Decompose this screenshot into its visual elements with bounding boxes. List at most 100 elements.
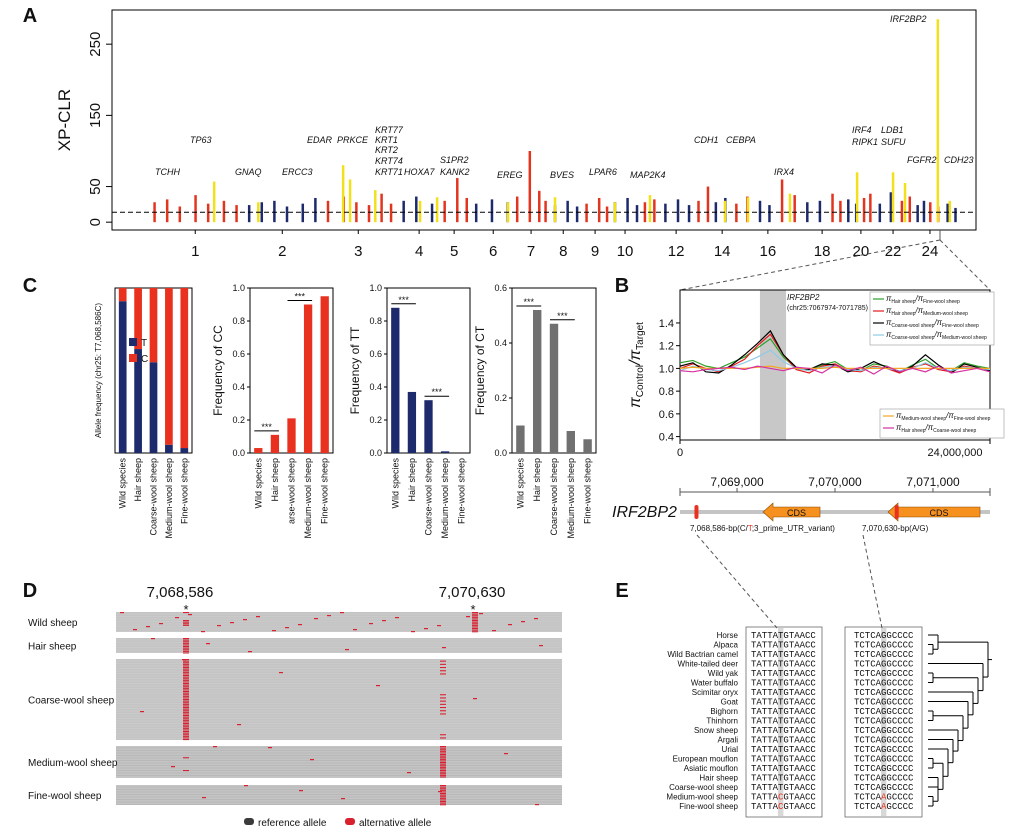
x-tick-label: 16 (760, 243, 777, 260)
alt-allele (310, 759, 314, 761)
alt-allele (183, 724, 189, 726)
panel-label: B (615, 275, 629, 297)
x-tick-label: 10 (617, 243, 634, 260)
alt-allele (539, 645, 543, 647)
cds-arrow (887, 502, 981, 522)
sequence-part: TCTCA (854, 669, 882, 679)
panel-label: E (615, 580, 628, 602)
sequence: TATTATGTAACC (751, 688, 816, 698)
alt-allele (183, 652, 189, 654)
sequence-part: TATTA (751, 717, 779, 727)
alt-allele (440, 776, 446, 778)
bar-segment (118, 301, 127, 453)
alt-allele (272, 630, 276, 632)
alt-allele (472, 624, 478, 626)
x-tick-label: 1 (191, 243, 199, 260)
alt-allele (183, 726, 189, 728)
alt-allele (183, 663, 189, 665)
variant-label: 7,068,586-bp(C/T;3_prime_UTR_variant) (690, 524, 835, 533)
alt-allele (183, 711, 189, 713)
variant-label: 7,070,630-bp(A/G) (862, 524, 929, 533)
sequence: TATTATGTAACC (751, 736, 816, 746)
species-label: European mouflon (673, 755, 738, 764)
bar-segment (165, 444, 173, 453)
sequence-part: G (881, 669, 886, 679)
sequence-part: T (778, 679, 784, 689)
sequence: TCTCAGGCCCC (854, 641, 914, 651)
gene-label: RIPK1 (852, 137, 878, 147)
alt-allele (440, 700, 446, 702)
bar-segment (165, 288, 173, 445)
alt-allele (183, 679, 189, 681)
alt-allele (183, 644, 189, 646)
legend-label-part: Coarse-wool sheep (933, 428, 976, 434)
sequence: TATTATGTAACC (751, 774, 816, 784)
alt-allele (341, 798, 345, 800)
significance-label: *** (398, 295, 409, 305)
sequence-part: GCCCC (886, 802, 914, 812)
alt-allele (440, 774, 446, 776)
legend-box (879, 408, 1005, 439)
alt-allele (440, 788, 446, 790)
alt-allele (183, 639, 189, 641)
sequence-part: T (778, 698, 784, 708)
legend-label: alternative allele (359, 818, 432, 829)
alt-allele (183, 710, 189, 712)
alt-allele (183, 678, 189, 680)
sequence-part: GTAACC (783, 698, 816, 708)
sequence-part: GCCCC (886, 793, 914, 803)
sequence-part: GTAACC (783, 688, 816, 698)
alt-allele (299, 790, 303, 792)
highlight-band (759, 290, 787, 440)
species-label: Argali (718, 736, 739, 745)
x-tick-label: Hair sheep (133, 458, 143, 502)
alt-allele (472, 612, 478, 614)
x-tick-label: 20 (853, 243, 870, 260)
legend-label-part: π (896, 411, 902, 420)
alt-allele (182, 659, 186, 661)
cds-arrow (762, 502, 821, 522)
alt-allele (437, 625, 441, 627)
sequence-part: GTAACC (783, 736, 816, 746)
alt-allele (369, 623, 373, 625)
sequence-part: GTAACC (783, 755, 816, 765)
gene-label: KANK2 (440, 167, 470, 177)
alt-allele (440, 801, 446, 803)
alt-allele (206, 643, 210, 645)
x-tick-label: Fine-wool sheep (457, 458, 467, 524)
alt-allele (440, 804, 446, 806)
line-series (679, 365, 990, 370)
alt-allele (411, 631, 415, 633)
bar (320, 296, 329, 453)
alignment-box (844, 626, 923, 818)
bar (440, 451, 450, 453)
x-tick-label: Medium-wool sheep (303, 458, 313, 539)
sequence-part: TCTCA (854, 650, 882, 660)
alt-allele (171, 766, 175, 768)
sequence-part: TCTCA (854, 755, 882, 765)
sequence: TATTATGTAACC (751, 698, 816, 708)
alt-allele (183, 650, 189, 652)
sequence-part: G (881, 717, 886, 727)
sequence: TCTCAGGCCCC (854, 774, 914, 784)
legend-label-part: π (896, 423, 902, 432)
alt-allele (183, 621, 189, 623)
y-tick-label: 0.2 (494, 393, 507, 403)
sequence-part: GTAACC (783, 641, 816, 651)
sequence-part: GTAACC (783, 793, 816, 803)
alt-allele (183, 671, 189, 673)
bar (424, 400, 433, 453)
gene-label: EREG (497, 170, 523, 180)
x-tick-label: Hair sheep (270, 458, 280, 502)
alt-allele (183, 708, 189, 710)
variant-label-part: T (748, 524, 753, 533)
alt-allele (440, 763, 446, 765)
sequence: TCTCAGGCCCC (854, 745, 914, 755)
alt-allele (202, 797, 206, 799)
bar-segment (180, 448, 189, 453)
alt-allele (183, 702, 189, 704)
legend-swatch (129, 354, 137, 362)
alt-allele (440, 713, 446, 715)
sequence: TCTCAGGCCCC (854, 631, 914, 641)
y-axis-title: Allele frequency (chr25: T7,068,586C) (94, 303, 103, 438)
